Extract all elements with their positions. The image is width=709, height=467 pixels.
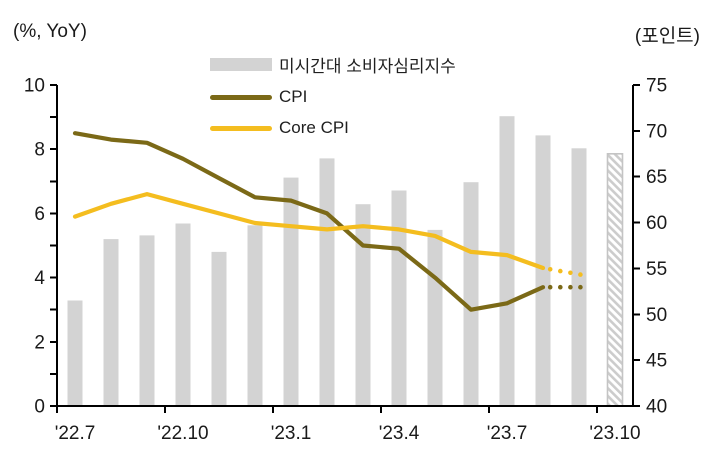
core-cpi-line — [72, 192, 546, 271]
left-axis-tick-label: 4 — [34, 268, 45, 289]
bar — [535, 135, 551, 406]
legend-cpi-line-swatch — [210, 94, 272, 100]
core-cpi-dotted-point — [568, 270, 573, 276]
x-axis-tick-label: '23.1 — [271, 423, 312, 444]
line-series — [72, 131, 583, 312]
bar — [247, 225, 263, 406]
bar — [427, 229, 443, 406]
tick-labels: 0 2 4 6 8 10 40 45 50 55 60 65 70 75 '22.7 '22.10 '23.1 '… — [24, 76, 667, 445]
right-axis-tick-label: 60 — [646, 213, 667, 234]
legend-label-core-cpi: Core CPI — [279, 118, 349, 137]
bar — [355, 204, 371, 406]
right-axis-tick-label: 40 — [646, 397, 667, 418]
legend-item-cpi: CPI — [210, 87, 307, 107]
bar — [499, 116, 515, 406]
x-axis-tick-label: '23.7 — [487, 423, 528, 444]
core-cpi-dotted-point — [547, 267, 553, 272]
cpi-dotted-point — [568, 284, 573, 290]
legend-item-core-cpi: Core CPI — [210, 118, 349, 138]
right-axis-tick-label: 45 — [646, 351, 667, 372]
left-axis-tick-label: 6 — [34, 204, 45, 225]
legend-bar-swatch — [210, 57, 272, 71]
bar — [571, 148, 587, 407]
bar — [463, 182, 479, 406]
bar — [175, 223, 191, 406]
right-axis-tick-label: 50 — [646, 305, 667, 326]
core-cpi-dotted-point — [558, 268, 563, 274]
bar — [139, 235, 155, 406]
axes — [50, 84, 640, 413]
legend-label-cpi: CPI — [279, 87, 308, 106]
bar — [319, 158, 335, 406]
left-axis-tick-label: 10 — [24, 76, 45, 97]
bar — [103, 239, 119, 406]
legend-core-cpi-line-swatch — [210, 125, 272, 131]
left-axis-tick-label: 0 — [34, 397, 45, 418]
cpi-dotted-point — [547, 284, 553, 290]
x-axis-tick-label: '23.10 — [589, 423, 640, 444]
left-axis-tick-label: 2 — [34, 332, 45, 353]
left-axis-unit-label: (%, YoY) — [13, 21, 87, 42]
x-axis-tick-label: '22.7 — [55, 423, 96, 444]
cpi-line — [72, 131, 546, 312]
bar — [391, 190, 407, 406]
x-axis-tick-label: '22.10 — [157, 423, 208, 444]
x-axis-tick-label: '23.4 — [379, 423, 420, 444]
bar-hatched-preliminary — [606, 153, 624, 407]
right-axis-tick-label: 55 — [646, 259, 667, 280]
left-axis-tick-label: 8 — [34, 140, 45, 161]
right-axis-unit-label: (포인트) — [634, 26, 700, 47]
bar-series — [67, 116, 624, 407]
right-axis-tick-label: 75 — [646, 76, 667, 97]
right-axis-tick-label: 65 — [646, 167, 667, 188]
bar — [283, 177, 299, 406]
core-cpi-dotted-point — [578, 272, 583, 277]
bar — [211, 251, 227, 406]
legend-item-sentiment: 미시간대 소비자심리지수 — [210, 54, 456, 76]
right-axis-tick-label: 70 — [646, 121, 667, 142]
bar — [67, 300, 83, 406]
cpi-dotted-point — [558, 284, 563, 290]
cpi-dotted-point — [578, 284, 583, 290]
legend-label-sentiment: 미시간대 소비자심리지수 — [279, 56, 456, 76]
